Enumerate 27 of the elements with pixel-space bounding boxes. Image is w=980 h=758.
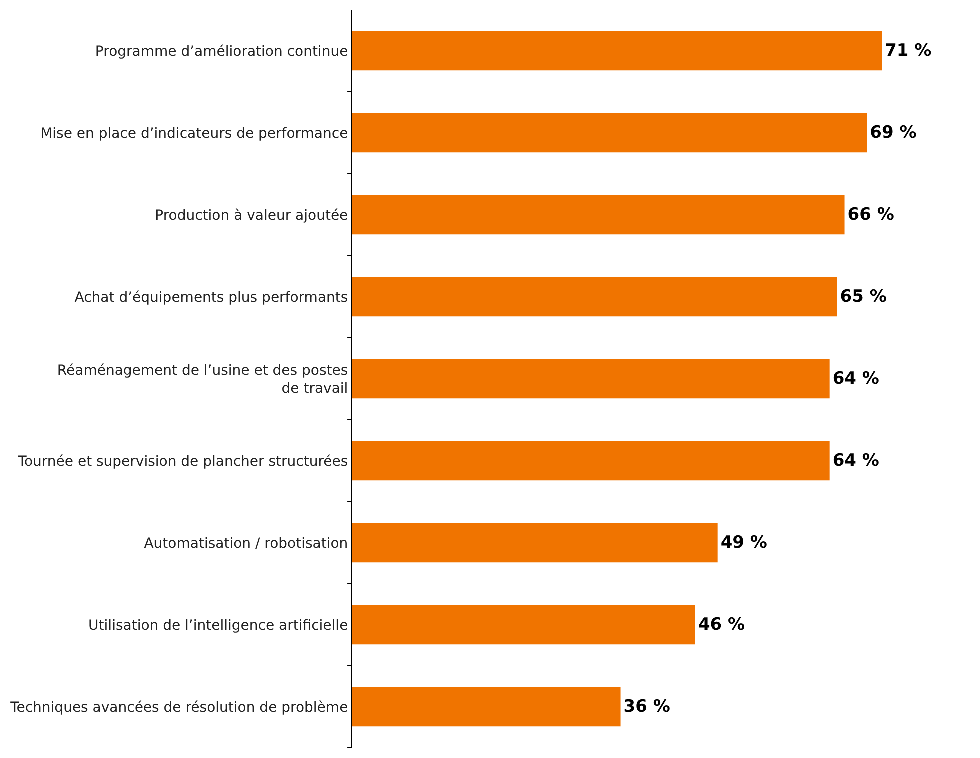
- bar: [352, 31, 882, 71]
- y-tick-label: Programme d’amélioration continue: [95, 44, 348, 60]
- y-tick-label: Réaménagement de l’usine et des postes de travail: [57, 362, 348, 397]
- bar: [352, 277, 838, 317]
- data-label: 36 %: [624, 697, 670, 717]
- y-tick-label: Production à valeur ajoutée: [155, 208, 348, 224]
- y-tick-label: Automatisation / robotisation: [144, 536, 348, 552]
- data-label: 66 %: [848, 205, 894, 225]
- bar: [352, 523, 718, 563]
- data-label: 65 %: [840, 287, 887, 307]
- bar: [352, 441, 830, 481]
- data-label: 64 %: [832, 369, 880, 389]
- y-tick-label: Utilisation de l’intelligence artificielle: [88, 618, 348, 634]
- data-label: 69 %: [870, 123, 917, 143]
- y-tick-label: Tournée et supervision de plancher structurées: [17, 454, 348, 470]
- data-label: 64 %: [832, 451, 880, 471]
- bar: [352, 113, 868, 153]
- y-tick-label: Mise en place d’indicateurs de performance: [40, 126, 348, 142]
- y-tick-label: Techniques avancées de résolution de problème: [10, 700, 348, 716]
- bar: [352, 605, 696, 645]
- data-label: 46 %: [698, 615, 746, 635]
- bar: [352, 359, 830, 399]
- data-label: 71 %: [885, 41, 932, 61]
- data-label: 49 %: [720, 533, 768, 553]
- y-tick-label: Achat d’équipements plus performants: [74, 290, 348, 306]
- bar: [352, 687, 621, 727]
- bar: [352, 195, 845, 235]
